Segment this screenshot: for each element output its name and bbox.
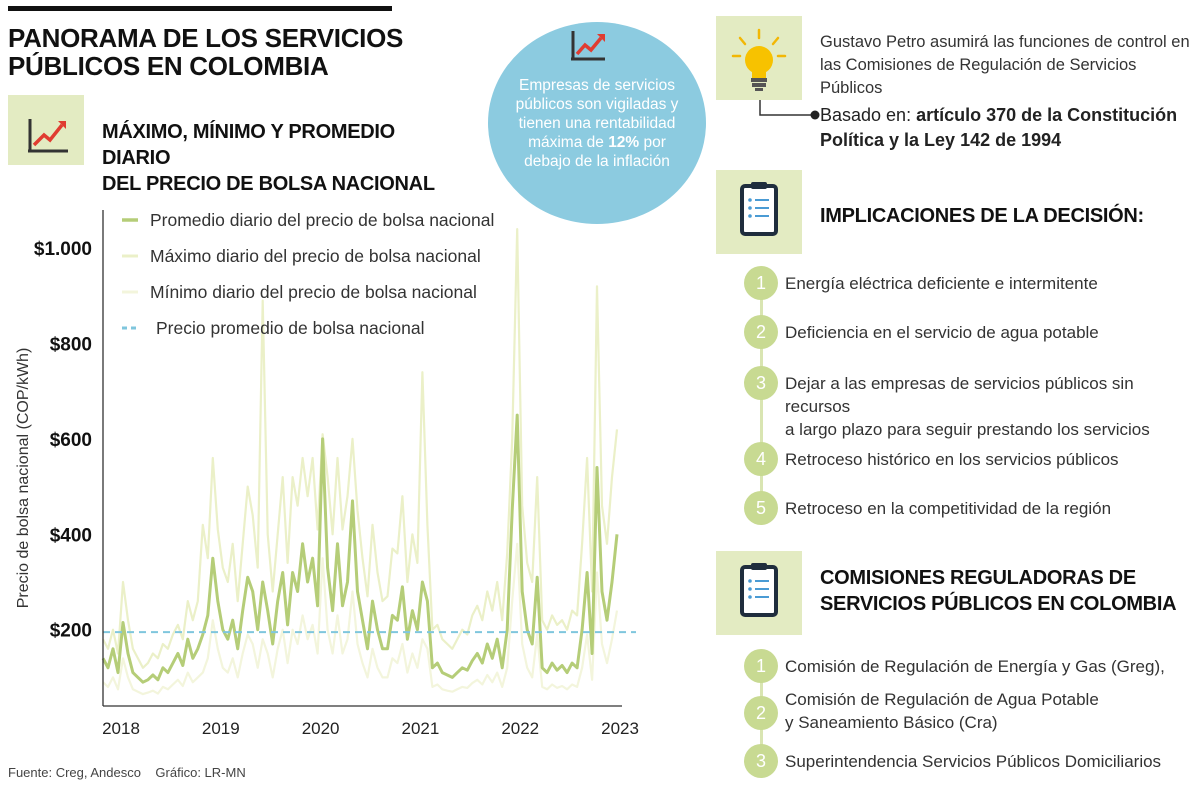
clipboard-icon — [740, 182, 778, 236]
connector-line — [759, 100, 820, 120]
implicacion-item-2: Deficiencia en el servicio de agua potab… — [785, 321, 1195, 344]
petro-line2: las Comisiones de Regulación de Servicio… — [820, 56, 1137, 97]
price-chart: $200 $400 $600 $800 $1.000 2018 2019 2020 2021 20… — [15, 210, 639, 738]
clipboard-icon — [740, 563, 778, 617]
y-tick-label: $1.000 — [34, 239, 92, 260]
y-tick-label: $200 — [50, 621, 92, 642]
callout-circle — [488, 22, 706, 224]
x-tick-label: 2021 — [402, 719, 440, 738]
source-credit: Fuente: Creg, Andesco Gráfico: LR-MN — [8, 765, 246, 780]
callout-text: Empresas de servicios públicos son vigil… — [494, 76, 700, 171]
clipboard-icon-box-1 — [716, 170, 802, 254]
implicacion-3-line2: a largo plazo para seguir prestando los … — [785, 420, 1150, 439]
comision-3-line1: Superintendencia Servicios Públicos Domi… — [785, 752, 1162, 771]
callout-line1: Empresas de servicios — [519, 77, 675, 94]
comisiones-title-line2: SERVICIOS PÚBLICOS EN COLOMBIA — [820, 593, 1177, 615]
page-title: PANORAMA DE LOS SERVICIOS PÚBLICOS EN CO… — [8, 24, 428, 80]
implicacion-bullet-5: 5 — [744, 491, 778, 525]
y-tick-label: $800 — [50, 335, 92, 356]
callout-line4: máxima de 12% por — [494, 133, 700, 152]
series-line-3 — [102, 542, 619, 696]
legend-label-4: Precio promedio de bolsa nacional — [156, 318, 425, 338]
page-title-line2: PÚBLICOS EN COLOMBIA — [8, 51, 329, 81]
growth-chart-icon — [571, 31, 605, 61]
chart-title-line1: MÁXIMO, MÍNIMO Y PROMEDIO DIARIO — [102, 121, 395, 169]
implicacion-item-5: Retroceso en la competitividad de la reg… — [785, 497, 1195, 520]
implicacion-item-1: Energía eléctrica deficiente e intermite… — [785, 272, 1195, 295]
series-line-1 — [101, 413, 619, 684]
implicacion-1-line1: Energía eléctrica deficiente e intermite… — [785, 274, 1098, 293]
basado-line2: Política y la Ley 142 de 1994 — [820, 128, 1200, 153]
comision-bullet-2: 2 — [744, 696, 778, 730]
legend-label-2: Máximo diario del precio de bolsa nacion… — [150, 246, 481, 266]
implicacion-bullet-2: 2 — [744, 315, 778, 349]
comisiones-title: COMISIONES REGULADORAS DE SERVICIOS PÚBL… — [820, 565, 1177, 617]
implicacion-3-line1: Dejar a las empresas de servicios públic… — [785, 374, 1134, 416]
comision-2-line1: Comisión de Regulación de Agua Potable — [785, 690, 1099, 709]
callout-rate: 12% — [608, 134, 640, 151]
lightbulb-icon — [731, 28, 787, 91]
basado-prefix: Basado en: — [820, 105, 917, 125]
comision-2-line2: y Saneamiento Básico (Cra) — [785, 713, 998, 732]
clipboard-icon-box-2 — [716, 551, 802, 635]
y-axis-label: Precio de bolsa nacional (COP/kWh) — [15, 348, 32, 609]
implicaciones-title: IMPLICACIONES DE LA DECISIÓN: — [820, 205, 1144, 227]
implicacion-2-line1: Deficiencia en el servicio de agua potab… — [785, 323, 1099, 342]
basado-line1: Basado en: artículo 370 de la Constituci… — [820, 103, 1200, 128]
x-tick-label: 2019 — [202, 719, 240, 738]
callout-line4-prefix: máxima de — [528, 134, 609, 151]
legend-label-1: Promedio diario del precio de bolsa naci… — [150, 210, 494, 230]
lightbulb-icon-box — [716, 16, 802, 100]
page-title-line1: PANORAMA DE LOS SERVICIOS — [8, 23, 404, 53]
comision-bullet-1: 1 — [744, 649, 778, 683]
legend-label-3: Mínimo diario del precio de bolsa nacion… — [150, 282, 477, 302]
implicacion-5-line1: Retroceso en la competitividad de la reg… — [785, 499, 1112, 518]
growth-chart-icon — [28, 119, 68, 153]
callout-line5: debajo de la inflación — [524, 153, 670, 170]
y-tick-label: $600 — [50, 430, 92, 451]
series-line-2 — [102, 227, 619, 669]
comision-item-1: Comisión de Regulación de Energía y Gas … — [785, 655, 1195, 678]
comision-1-line1: Comisión de Regulación de Energía y Gas … — [785, 657, 1165, 676]
implicacion-item-3: Dejar a las empresas de servicios públic… — [785, 372, 1195, 441]
basado-bold-line2: Política y la Ley 142 de 1994 — [820, 130, 1062, 150]
implicacion-4-line1: Retroceso histórico en los servicios púb… — [785, 450, 1119, 469]
implicacion-item-4: Retroceso histórico en los servicios púb… — [785, 448, 1195, 471]
callout-line2: públicos son vigiladas y — [515, 96, 679, 113]
x-tick-label: 2020 — [302, 719, 340, 738]
callout-line3: tienen una rentabilidad — [518, 115, 676, 132]
chart-title-line2: DEL PRECIO DE BOLSA NACIONAL — [102, 173, 435, 195]
comision-item-3: Superintendencia Servicios Públicos Domi… — [785, 750, 1195, 773]
basado-text: Basado en: artículo 370 de la Constituci… — [820, 103, 1200, 153]
basado-bold-line1: artículo 370 de la Constitución — [916, 105, 1178, 125]
callout-line4-suffix: por — [639, 134, 666, 151]
petro-text: Gustavo Petro asumirá las funciones de c… — [820, 31, 1200, 100]
x-tick-label: 2022 — [501, 719, 539, 738]
y-tick-label: $400 — [50, 525, 92, 546]
implicacion-bullet-3: 3 — [744, 366, 778, 400]
comision-bullet-3: 3 — [744, 744, 778, 778]
chart-section-title: MÁXIMO, MÍNIMO Y PROMEDIO DIARIO DEL PRE… — [102, 119, 462, 197]
x-tick-label: 2023 — [601, 719, 639, 738]
implicacion-bullet-4: 4 — [744, 442, 778, 476]
comision-item-2: Comisión de Regulación de Agua Potable y… — [785, 688, 1195, 734]
chart-icon-box — [8, 95, 84, 165]
x-tick-label: 2018 — [102, 719, 140, 738]
implicacion-bullet-1: 1 — [744, 266, 778, 300]
header-rule — [8, 6, 392, 11]
petro-line1: Gustavo Petro asumirá las funciones de c… — [820, 33, 1190, 51]
comisiones-title-line1: COMISIONES REGULADORAS DE — [820, 567, 1136, 589]
